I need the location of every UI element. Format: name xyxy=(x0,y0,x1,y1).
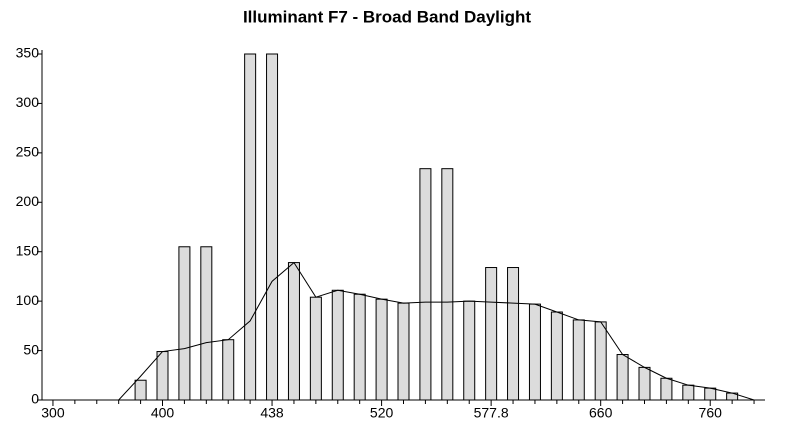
bar xyxy=(331,289,344,401)
y-tick-label: 350 xyxy=(16,45,40,61)
bar xyxy=(244,53,257,401)
bar xyxy=(594,321,607,401)
y-tick-label: 200 xyxy=(16,193,40,209)
y-tick-label: 0 xyxy=(31,391,39,407)
bar xyxy=(572,319,585,401)
x-tick-label: 300 xyxy=(41,405,65,421)
chart-title: Illuminant F7 - Broad Band Daylight xyxy=(243,7,531,26)
bar xyxy=(507,267,520,401)
x-tick-label: 438 xyxy=(260,405,284,421)
bar xyxy=(419,168,432,401)
y-tick-label: 250 xyxy=(16,144,40,160)
bar xyxy=(375,298,388,401)
bar xyxy=(638,366,651,401)
y-tick-label: 100 xyxy=(16,292,40,308)
bar xyxy=(156,351,169,401)
x-tick-label: 660 xyxy=(589,405,613,421)
y-tick-label: 150 xyxy=(16,242,40,258)
bar xyxy=(200,246,213,401)
bar xyxy=(222,339,235,401)
bar xyxy=(660,377,673,401)
x-tick-label: 400 xyxy=(151,405,175,421)
bar xyxy=(266,53,279,401)
y-tick-label: 50 xyxy=(23,341,39,357)
y-tick-label: 300 xyxy=(16,94,40,110)
x-tick-label: 577.8 xyxy=(474,405,509,421)
bar xyxy=(178,246,191,401)
bar xyxy=(397,302,410,401)
bar xyxy=(550,311,563,401)
bar xyxy=(528,303,541,401)
bar xyxy=(287,262,300,401)
bar xyxy=(682,384,695,401)
bar xyxy=(353,293,366,401)
line xyxy=(52,261,755,401)
bar xyxy=(704,387,717,401)
x-tick-label: 760 xyxy=(699,405,723,421)
bar xyxy=(463,300,476,401)
bar xyxy=(485,267,498,401)
x-tick-label: 520 xyxy=(370,405,394,421)
bar xyxy=(441,168,454,401)
bar xyxy=(616,354,629,401)
bar xyxy=(309,296,322,401)
bar xyxy=(134,379,147,401)
